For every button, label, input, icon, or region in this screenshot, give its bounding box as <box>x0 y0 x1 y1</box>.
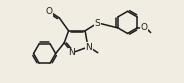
Text: S: S <box>94 19 100 28</box>
Text: N: N <box>68 48 75 57</box>
Text: O: O <box>141 23 148 32</box>
Text: O: O <box>46 7 53 16</box>
Text: N: N <box>86 42 92 52</box>
